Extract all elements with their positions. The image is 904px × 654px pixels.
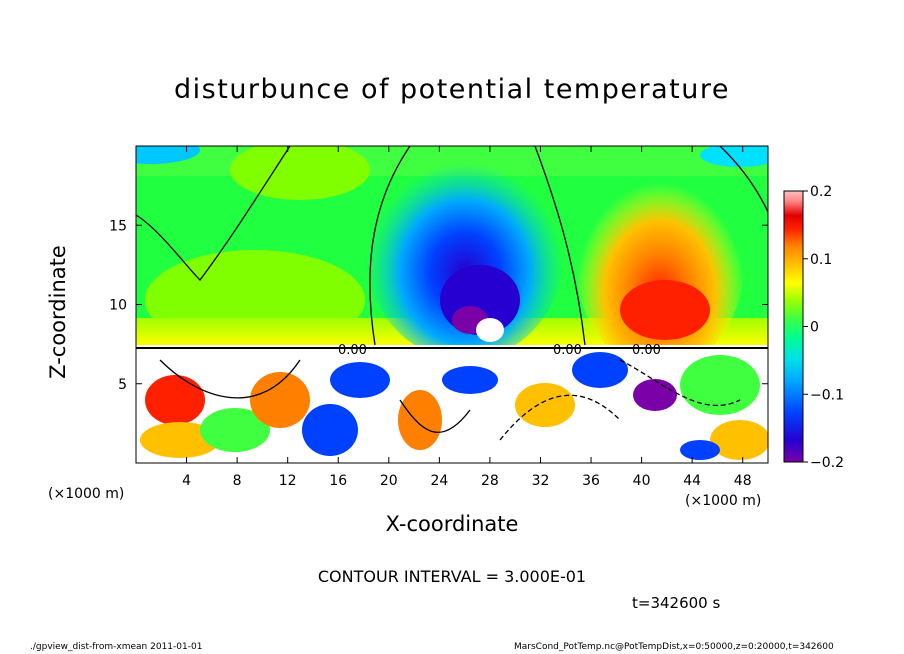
footer-right: MarsCond_PotTemp.nc@PotTempDist,x=0:5000… — [514, 642, 834, 652]
x-tick-label: 44 — [683, 473, 701, 489]
footer-left: ./gpview_dist-from-xmean 2011-01-01 — [30, 642, 203, 652]
contour-line — [499, 394, 621, 441]
y-tick-label: 10 — [109, 298, 127, 314]
contour-value-label: 0.00 — [553, 343, 582, 358]
contour-line — [369, 146, 411, 346]
x-axis: 4 8 12 16 20 24 28 32 36 40 44 48 — [182, 146, 752, 489]
cold-anomaly-saturated — [476, 318, 504, 342]
top-left-cold-patch — [136, 146, 200, 164]
y-tick-label: 15 — [109, 218, 127, 234]
x-tick-label: 32 — [532, 473, 550, 489]
warm-anomaly-core — [620, 280, 710, 340]
contour-line — [719, 146, 768, 213]
x-tick-label: 12 — [279, 473, 297, 489]
x-axis-unit-right: (×1000 m) — [685, 493, 762, 509]
contour-line — [136, 146, 291, 281]
contour-value-label: 0.00 — [338, 343, 367, 358]
top-right-cold-patch — [700, 146, 768, 167]
colorbar-tick-label: 0 — [810, 320, 819, 336]
y-tick-label: 5 — [118, 377, 127, 393]
x-tick-label: 48 — [734, 473, 752, 489]
contour-interval: CONTOUR INTERVAL = 3.000E-01 — [317, 567, 587, 586]
colorbar-tick-label: 0.1 — [810, 252, 832, 268]
x-tick-label: 24 — [430, 473, 448, 489]
contour-value-label: 0.00 — [632, 343, 661, 358]
x-tick-label: 28 — [481, 473, 499, 489]
x-tick-label: 8 — [233, 473, 242, 489]
contour-line — [159, 359, 301, 399]
x-axis-unit-left: (×1000 m) — [48, 486, 125, 502]
colorbar-tick-label: −0.1 — [810, 387, 844, 403]
y-axis-label: Z-coordinate — [46, 245, 70, 379]
colorbar-tick-label: −0.2 — [810, 455, 844, 471]
contour-line — [534, 146, 586, 346]
y-axis: 5 10 15 — [109, 218, 768, 393]
x-tick-label: 20 — [380, 473, 398, 489]
x-tick-label: 40 — [633, 473, 651, 489]
x-axis-label: X-coordinate — [385, 512, 519, 536]
x-tick-label: 4 — [182, 473, 191, 489]
upper-warm-patch — [230, 146, 370, 200]
colorbar — [783, 190, 804, 463]
heatmap-field — [136, 146, 768, 463]
contour-lines — [136, 146, 768, 441]
contour-line — [399, 399, 471, 433]
chart-title: disturbunce of potential temperature — [174, 74, 730, 105]
x-tick-label: 16 — [329, 473, 347, 489]
x-tick-label: 36 — [582, 473, 600, 489]
time-stamp: t=342600 s — [632, 594, 721, 612]
colorbar-tick-label: 0.2 — [810, 184, 832, 200]
colorbar-axis: 0.2 0.1 0 −0.1 −0.2 — [803, 184, 844, 471]
